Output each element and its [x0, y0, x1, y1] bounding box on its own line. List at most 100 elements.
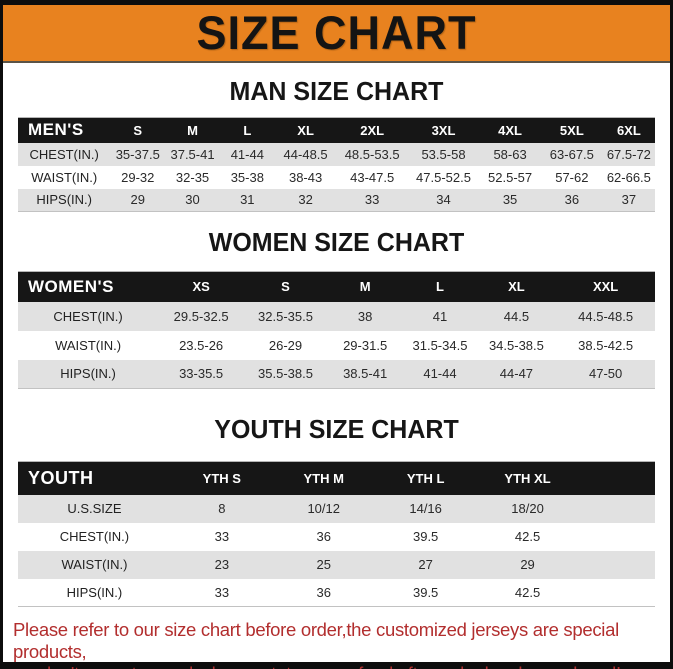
size-column-header: YTH L	[374, 461, 477, 495]
measurement-value: 30	[185, 192, 200, 208]
measurement-value: 39.5	[412, 529, 439, 544]
size-header-row: MEN'S S M L XL 2XL 3XL 4XL 5XL 6XL	[18, 117, 655, 143]
size-column-header: XXL	[556, 271, 655, 302]
measurement-value: 34	[436, 192, 451, 208]
women-size-chart-section: WOMEN SIZE CHART WOMEN'S XS S M L XL XXL CHEST(…	[3, 229, 670, 389]
youth-size-table: YOUTH YTH S YTH M YTH L YTH XL U.S.SIZE 8 10/12…	[18, 461, 655, 607]
size-column-header: L	[219, 117, 275, 143]
measurement-value: 35	[502, 192, 518, 208]
size-column-header: XL	[274, 117, 337, 143]
measurement-value: 44-48.5	[283, 146, 328, 162]
measurement-value: 43-47.5	[350, 169, 395, 185]
size-column-header: 5XL	[540, 117, 603, 143]
measurement-value: 38.5-41	[343, 366, 388, 382]
measurement-row: HIPS(IN.) 33 36 39.5 42.5	[18, 578, 656, 607]
measurement-value: 31.5-34.5	[412, 337, 468, 353]
measurement-row: WAIST(IN.) 23.5-26 26-29 29-31.5 31.5-34.5 34…	[18, 330, 655, 360]
size-header-row: YOUTH YTH S YTH M YTH L YTH XL	[18, 461, 655, 495]
measurement-value: 37.5-41	[170, 146, 215, 162]
measurement-value: 25	[316, 557, 331, 572]
measurement-value: 41	[432, 308, 448, 324]
measurement-value: 42.5	[514, 529, 541, 544]
footer-disclaimer-line1: Please refer to our size chart before or…	[13, 619, 619, 662]
measurement-value: 37	[621, 192, 637, 208]
measurement-value: 58-63	[493, 146, 527, 162]
table-category-label: YOUTH	[18, 461, 171, 495]
size-column-header	[578, 461, 655, 495]
measurement-value: 33	[364, 192, 380, 208]
women-size-chart-heading: WOMEN SIZE CHART	[208, 228, 465, 258]
table-category-label: MEN'S	[18, 117, 111, 143]
measurement-value: 44.5-48.5	[578, 308, 634, 324]
measurement-value: 35-38	[230, 169, 264, 185]
measurement-row: WAIST(IN.) 23 25 27 29	[18, 550, 656, 579]
size-column-header: YTH M	[272, 461, 375, 495]
measurement-value: 31	[240, 192, 255, 208]
measurement-value: 53.5-58	[421, 146, 466, 162]
measurement-value: 52.5-57	[488, 169, 533, 185]
measurement-value: 38	[357, 308, 373, 324]
size-column-header: L	[403, 271, 477, 302]
measurement-value: 33-35.5	[179, 366, 224, 382]
youth-size-chart-section: YOUTH SIZE CHART YOUTH YTH S YTH M YTH L YTH…	[3, 416, 670, 607]
size-column-header: YTH S	[170, 461, 273, 495]
measurement-value: 36	[316, 529, 331, 544]
table-category-label: WOMEN'S	[18, 271, 159, 302]
measurement-value	[579, 579, 656, 607]
size-chart-banner: SIZE CHART	[3, 5, 670, 63]
measurement-value: 32.5-35.5	[258, 308, 313, 324]
measurement-value: 8	[218, 501, 226, 516]
measurement-row-label: CHEST(IN.)	[53, 308, 123, 324]
measurement-row-label: CHEST(IN.)	[29, 146, 99, 162]
measurement-value: 23	[214, 557, 230, 572]
measurement-value: 34.5-38.5	[488, 337, 544, 353]
measurement-value: 48.5-53.5	[344, 146, 400, 162]
measurement-value: 26-29	[268, 337, 303, 353]
measurement-value: 35-37.5	[115, 146, 160, 162]
measurement-row: WAIST(IN.) 29-32 32-35 35-38 38-43 43-47.5 47.…	[18, 165, 655, 189]
measurement-value: 57-62	[555, 169, 589, 185]
measurement-value: 44-47	[499, 366, 534, 382]
measurement-value: 18/20	[511, 501, 544, 516]
measurement-value: 33	[214, 529, 230, 544]
measurement-row-label: HIPS(IN.)	[60, 366, 116, 382]
measurement-value: 62-66.5	[606, 169, 651, 185]
measurement-value: 10/12	[307, 501, 340, 516]
youth-size-chart-heading: YOUTH SIZE CHART	[214, 415, 459, 445]
measurement-row-label: WAIST(IN.)	[55, 337, 122, 353]
measurement-value	[579, 523, 656, 551]
measurement-value: 41-44	[423, 366, 457, 382]
measurement-row: HIPS(IN.) 29 30 31 32 33 34 35 36 37	[18, 188, 655, 212]
measurement-value: 63-67.5	[549, 146, 594, 162]
measurement-row-label: U.S.SIZE	[67, 501, 122, 516]
size-column-header: YTH XL	[476, 461, 579, 495]
measurement-row-label: HIPS(IN.)	[66, 584, 123, 600]
measurement-value: 47-50	[588, 366, 623, 382]
size-chart-title: SIZE CHART	[196, 5, 477, 60]
measurement-row-label: WAIST(IN.)	[31, 169, 98, 185]
size-column-header: S	[244, 271, 327, 302]
measurement-row-label: HIPS(IN.)	[36, 192, 92, 208]
measurement-value: 29	[130, 192, 145, 208]
size-column-header: 4XL	[479, 117, 541, 143]
size-column-header: XL	[476, 271, 557, 302]
measurement-row: HIPS(IN.) 33-35.5 35.5-38.5 38.5-41 41-44 44-…	[18, 359, 655, 389]
measurement-row-label: WAIST(IN.)	[61, 557, 128, 572]
measurement-value: 29.5-32.5	[173, 308, 229, 324]
measurement-value: 35.5-38.5	[258, 366, 313, 382]
measurement-value: 32	[298, 192, 313, 208]
measurement-row: CHEST(IN.) 35-37.5 37.5-41 41-44 44-48.5 48.5…	[18, 142, 655, 166]
measurement-row: CHEST(IN.) 33 36 39.5 42.5	[18, 522, 656, 551]
measurement-value: 14/16	[409, 501, 442, 516]
measurement-value: 44.5	[503, 308, 530, 324]
footer-disclaimer-line2: we don't accept cancel, change, teturn o…	[13, 663, 660, 669]
size-column-header: XS	[158, 271, 245, 302]
measurement-value: 29-32	[121, 169, 155, 185]
measurement-value: 36	[316, 584, 331, 600]
measurement-value: 47.5-52.5	[416, 169, 471, 185]
measurement-value	[579, 551, 656, 579]
measurement-value: 29	[520, 557, 535, 572]
measurement-value	[579, 495, 656, 523]
women-size-table: WOMEN'S XS S M L XL XXL CHEST(IN.) 29.5-32.5 32.5…	[18, 271, 655, 389]
